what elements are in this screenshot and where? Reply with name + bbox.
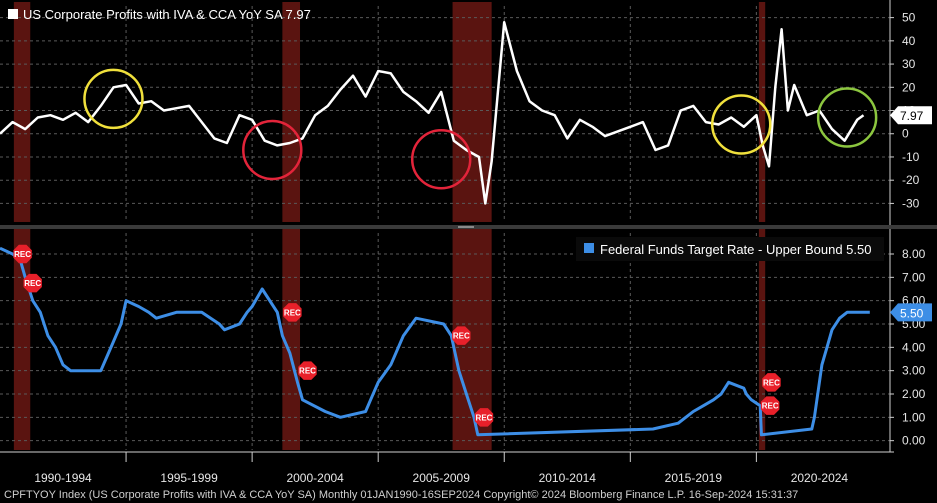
rec-marker: REC: [298, 361, 317, 380]
rec-marker-label: REC: [24, 279, 41, 288]
x-tick-label: 2005-2009: [413, 471, 471, 485]
recession-band: [13, 2, 31, 222]
footer-text: CPFTYOY Index (US Corporate Profits with…: [4, 489, 798, 501]
legend-swatch-fed: [584, 243, 594, 253]
x-tick-label: 1995-1999: [160, 471, 218, 485]
y-tick-label: 4.00: [902, 340, 926, 354]
legend-box-fed: [576, 237, 884, 261]
y-tick-label: 30: [902, 57, 916, 71]
legend-title-profits: US Corporate Profits with IVA & CCA YoY …: [23, 7, 311, 22]
series-lines: [0, 21, 870, 437]
legends: US Corporate Profits with IVA & CCA YoY …: [8, 7, 932, 322]
legend-swatch-profits: [8, 9, 18, 19]
rec-marker-label: REC: [476, 413, 493, 422]
rec-marker-label: REC: [299, 367, 316, 376]
last-value-tag-fed-bg: [890, 303, 932, 322]
rec-marker: REC: [13, 244, 32, 264]
y-tick-label: 7.00: [902, 270, 926, 284]
rec-marker-octagon: [23, 273, 42, 293]
recession-band: [282, 2, 301, 222]
last-value-tag-profits: 7.97: [890, 106, 932, 125]
annotation-circle-red: [242, 119, 303, 181]
y-tick-label: 8.00: [902, 247, 926, 261]
last-value-tag-fed: 5.50: [890, 303, 932, 322]
last-value-tag-profits-text: 7.97: [900, 109, 924, 123]
y-tick-label: 1.00: [902, 410, 926, 424]
rec-marker: REC: [760, 396, 780, 415]
rec-marker-octagon: [13, 244, 32, 264]
x-tick-label: 2015-2019: [665, 471, 723, 485]
y-tick-label: 0: [902, 127, 909, 141]
rec-marker-label: REC: [763, 378, 780, 387]
y-tick-label: 40: [902, 34, 916, 48]
rec-marker-label: REC: [762, 402, 779, 411]
y-tick-label: 50: [902, 11, 916, 25]
x-tick-label: 2010-2014: [539, 471, 597, 485]
rec-marker-label: REC: [284, 308, 301, 317]
y-tick-label: 20: [902, 80, 916, 94]
legend-title-fed: Federal Funds Target Rate - Upper Bound …: [600, 242, 871, 257]
recession-band: [758, 229, 766, 450]
annotation-circle-red: [410, 129, 472, 190]
annotation-circle-yellow: [710, 94, 772, 155]
rec-marker-label: REC: [14, 250, 31, 259]
y-tick-label: -30: [902, 196, 920, 210]
x-tick-label: 1990-1994: [34, 471, 92, 485]
y-tick-label: 3.00: [902, 364, 926, 378]
recession-band: [282, 229, 301, 450]
recession-band: [452, 2, 492, 222]
rec-marker: REC: [474, 408, 494, 427]
x-tick-label: 2020-2024: [791, 471, 849, 485]
rec-marker: REC: [762, 373, 781, 392]
annotations: REC REC REC REC REC REC REC REC: [13, 68, 878, 427]
fed-funds-line: [0, 246, 870, 437]
y-tick-label: -20: [902, 173, 920, 187]
last-value-tag-fed-text: 5.50: [900, 306, 924, 320]
rec-marker-octagon: [762, 373, 781, 392]
rec-marker-octagon: [298, 361, 317, 380]
x-tick-label: 2000-2004: [286, 471, 344, 485]
last-value-tag-profits-bg: [890, 106, 932, 125]
panel-resize-handle: [458, 226, 474, 228]
annotation-circle-yellow: [83, 68, 144, 130]
profits-line: [0, 21, 865, 205]
recession-band: [758, 2, 766, 222]
rec-marker: REC: [23, 273, 42, 293]
rec-marker: REC: [283, 303, 302, 322]
axes: 50403020100-10-20-308.007.006.005.004.00…: [0, 0, 937, 485]
rec-marker-octagon: [283, 303, 302, 322]
y-tick-label: 0.00: [902, 434, 926, 448]
y-tick-label: -10: [902, 150, 920, 164]
rec-marker-octagon: [452, 326, 471, 345]
rec-marker: REC: [452, 326, 471, 345]
rec-marker-label: REC: [453, 332, 470, 341]
y-tick-label: 2.00: [902, 387, 926, 401]
rec-marker-octagon: [474, 408, 494, 427]
annotation-circle-green: [816, 87, 878, 148]
rec-marker-octagon: [760, 396, 780, 415]
